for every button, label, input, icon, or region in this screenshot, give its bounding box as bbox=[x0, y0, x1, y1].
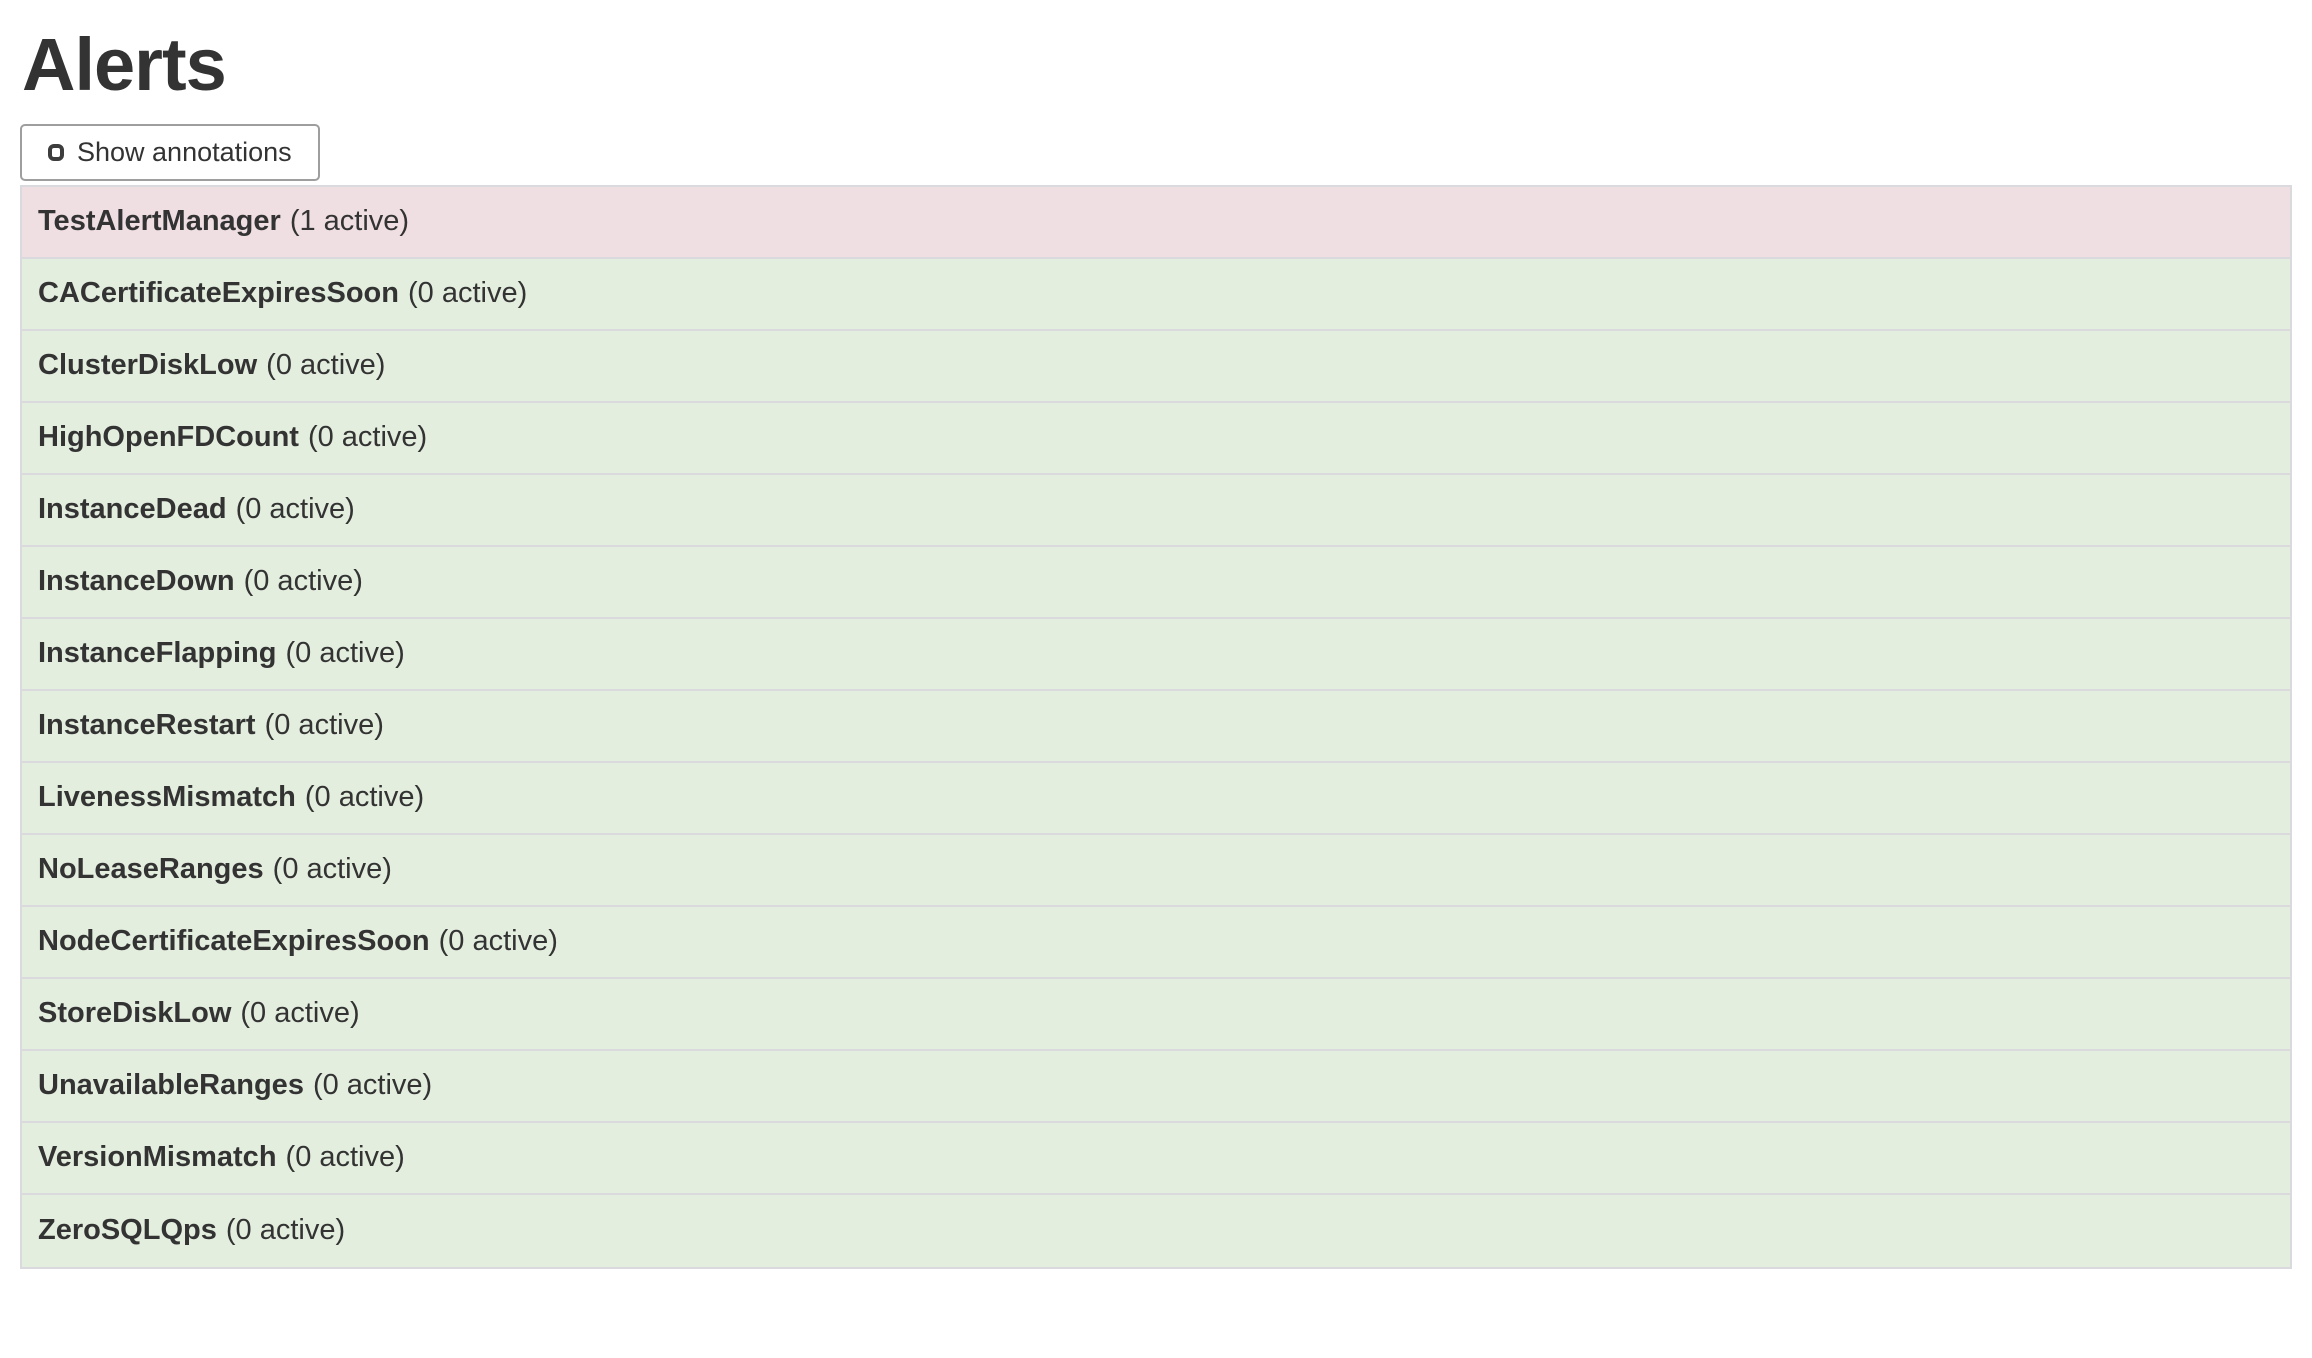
alert-active-count: (0 active) bbox=[240, 997, 360, 1030]
alert-row-ClusterDiskLow[interactable]: ClusterDiskLow (0 active) bbox=[22, 330, 2290, 403]
alert-row-StoreDiskLow[interactable]: StoreDiskLow (0 active) bbox=[22, 978, 2290, 1051]
alert-name: CACertificateExpiresSoon bbox=[38, 277, 399, 310]
alert-row-HighOpenFDCount[interactable]: HighOpenFDCount (0 active) bbox=[22, 402, 2290, 475]
alert-name: NodeCertificateExpiresSoon bbox=[38, 925, 430, 958]
show-annotations-button[interactable]: Show annotations bbox=[20, 123, 320, 181]
alert-active-count: (0 active) bbox=[304, 781, 425, 814]
alert-row-NodeCertificateExpiresSoon[interactable]: NodeCertificateExpiresSoon (0 active) bbox=[22, 906, 2290, 979]
page-title: Alerts bbox=[22, 23, 227, 106]
alert-active-count: (0 active) bbox=[243, 565, 363, 598]
alert-row-VersionMismatch[interactable]: VersionMismatch (0 active) bbox=[22, 1122, 2290, 1195]
alert-active-count: (0 active) bbox=[272, 853, 392, 886]
alert-row-InstanceDead[interactable]: InstanceDead (0 active) bbox=[22, 474, 2290, 547]
alert-active-count: (0 active) bbox=[264, 709, 384, 742]
alert-active-count: (1 active) bbox=[289, 205, 410, 238]
alert-active-count: (0 active) bbox=[312, 1069, 433, 1102]
alert-name: StoreDiskLow bbox=[38, 997, 232, 1030]
alert-name: InstanceDead bbox=[38, 493, 227, 526]
alert-row-NoLeaseRanges[interactable]: NoLeaseRanges (0 active) bbox=[22, 834, 2290, 907]
alert-name: VersionMismatch bbox=[38, 1141, 277, 1174]
alert-active-count: (0 active) bbox=[235, 493, 355, 526]
alert-row-InstanceDown[interactable]: InstanceDown (0 active) bbox=[22, 546, 2290, 619]
alert-row-ZeroSQLQps[interactable]: ZeroSQLQps (0 active) bbox=[22, 1194, 2290, 1267]
alert-name: ZeroSQLQps bbox=[38, 1214, 217, 1247]
alert-name: UnavailableRanges bbox=[38, 1069, 304, 1102]
alert-active-count: (0 active) bbox=[225, 1214, 346, 1247]
alert-active-count: (0 active) bbox=[408, 277, 528, 310]
alert-name: InstanceRestart bbox=[38, 709, 256, 742]
alert-name: LivenessMismatch bbox=[38, 781, 296, 814]
alert-row-UnavailableRanges[interactable]: UnavailableRanges (0 active) bbox=[22, 1050, 2290, 1123]
alert-active-count: (0 active) bbox=[307, 421, 428, 454]
alert-active-count: (0 active) bbox=[266, 349, 386, 382]
alert-name: InstanceFlapping bbox=[38, 637, 277, 670]
alert-row-InstanceFlapping[interactable]: InstanceFlapping (0 active) bbox=[22, 618, 2290, 691]
checkbox-unchecked-icon[interactable] bbox=[48, 143, 64, 161]
show-annotations-label: Show annotations bbox=[77, 136, 292, 167]
alert-row-TestAlertManager[interactable]: TestAlertManager (1 active) bbox=[22, 186, 2290, 259]
alert-name: NoLeaseRanges bbox=[38, 853, 264, 886]
alert-name: HighOpenFDCount bbox=[38, 421, 299, 454]
alert-name: ClusterDiskLow bbox=[38, 349, 258, 382]
alert-name: TestAlertManager bbox=[38, 205, 281, 238]
alerts-list: TestAlertManager (1 active) CACertificat… bbox=[20, 184, 2292, 1269]
alert-name: InstanceDown bbox=[38, 565, 235, 598]
alert-active-count: (0 active) bbox=[285, 1141, 405, 1174]
alert-active-count: (0 active) bbox=[438, 925, 558, 958]
alert-row-InstanceRestart[interactable]: InstanceRestart (0 active) bbox=[22, 690, 2290, 763]
alert-active-count: (0 active) bbox=[285, 637, 405, 670]
alert-row-CACertificateExpiresSoon[interactable]: CACertificateExpiresSoon (0 active) bbox=[22, 258, 2290, 331]
alert-row-LivenessMismatch[interactable]: LivenessMismatch (0 active) bbox=[22, 762, 2290, 835]
